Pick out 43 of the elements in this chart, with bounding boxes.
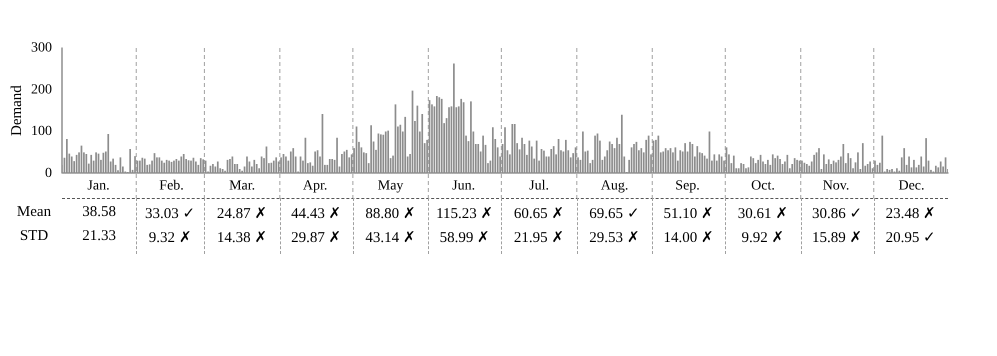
text: 20.95 ✓	[884, 229, 938, 247]
x-tick-label: Feb.	[159, 178, 184, 194]
text: 15.89 ✗	[810, 229, 864, 247]
text: 29.87 ✗	[290, 229, 343, 247]
y-tick-label: 100	[31, 124, 52, 140]
text: 44.43 ✗	[290, 205, 343, 223]
text: 69.65 ✓	[588, 205, 641, 223]
text: 21.33	[81, 228, 117, 245]
text: 38.58	[81, 204, 117, 221]
text: 60.65 ✗	[512, 205, 566, 223]
x-tick-label: Oct.	[751, 178, 775, 194]
text: 30.61 ✗	[736, 205, 790, 223]
text: 21.95 ✗	[512, 229, 566, 247]
text: 14.38 ✗	[216, 229, 268, 247]
y-tick-label: 300	[31, 40, 52, 56]
x-tick-label: Aug.	[600, 178, 628, 194]
text: 43.14 ✗	[364, 229, 417, 247]
text: Mean	[16, 204, 52, 221]
y-tick-label: 200	[31, 82, 52, 98]
text: 9.92 ✗	[740, 229, 786, 247]
y-axis-title: Demand	[8, 84, 25, 136]
x-tick-label: Sep.	[675, 178, 700, 194]
text: 23.48 ✗	[884, 205, 938, 223]
x-tick-label: Mar.	[229, 178, 256, 194]
text: 14.00 ✗	[662, 229, 715, 247]
x-tick-label: Apr.	[302, 178, 328, 194]
x-tick-label: Dec.	[898, 178, 925, 194]
text: 29.53 ✗	[588, 229, 641, 247]
text: 58.99 ✗	[438, 229, 492, 247]
text: 9.32 ✗	[148, 229, 193, 247]
text: STD	[18, 228, 50, 245]
text: 51.10 ✗	[662, 205, 715, 223]
x-tick-label: Jun.	[452, 178, 476, 194]
x-tick-label: Nov.	[822, 178, 850, 194]
text: 88.80 ✗	[364, 205, 417, 223]
text: 24.87 ✗	[216, 205, 268, 223]
text: 115.23 ✗	[435, 205, 495, 223]
x-tick-label: Jul.	[529, 178, 549, 194]
text: 33.03 ✓	[144, 205, 197, 223]
y-tick-label: 0	[45, 166, 52, 181]
text: 30.86 ✓	[810, 205, 864, 223]
x-tick-label: Jan.	[87, 178, 110, 194]
x-tick-label: May	[378, 178, 404, 194]
